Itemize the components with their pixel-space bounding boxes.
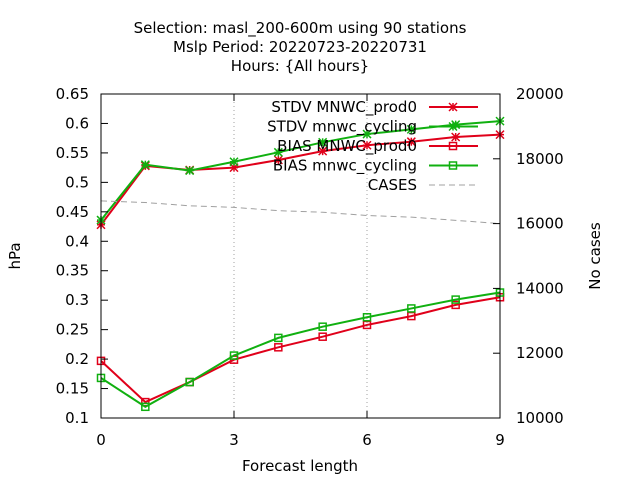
data-point-star: [362, 129, 372, 139]
data-point-square: [274, 343, 283, 352]
y2-tick-label: 10000: [516, 409, 564, 427]
y-tick-label: 0.5: [65, 173, 89, 191]
data-point-square: [229, 351, 239, 360]
data-point-star: [229, 157, 239, 167]
y2-tick-label: 18000: [516, 150, 564, 168]
data-point-star: [448, 102, 458, 112]
axes: 0 3 6 9 0.1 0.15 0.2 0.25 0.3 0.35 0.4 0.45 0.5 0.55 0…: [56, 85, 564, 449]
data-point-square: [318, 322, 327, 331]
data-point-star: [406, 137, 416, 147]
data-point-square: [451, 300, 460, 310]
data-point-star: [273, 155, 283, 165]
x-tick-label: 3: [229, 431, 239, 449]
y-tick-label: 0.4: [65, 232, 89, 250]
data-point-star: [273, 147, 283, 157]
data-point-star: [318, 137, 328, 147]
data-point-square: [362, 313, 372, 322]
data-point-star: [140, 160, 150, 170]
title-line-1: Selection: masl_200-600m using 90 statio…: [134, 19, 467, 38]
x-tick-label: 6: [362, 431, 372, 449]
data-point-star: [318, 146, 328, 156]
data-point-square: [451, 295, 460, 304]
data-point-star: [451, 132, 461, 142]
data-point-star: [185, 166, 195, 176]
y-tick-label: 0.3: [65, 291, 89, 309]
legend-label: STDV MNWC_prod0: [271, 98, 417, 117]
y-axis-label: hPa: [6, 242, 24, 269]
data-point-star: [406, 124, 416, 134]
title-line-2: Mslp Period: 20220723-20220731: [173, 38, 427, 56]
data-point-star: [362, 140, 372, 150]
y2-tick-label: 14000: [516, 279, 564, 297]
data-point-square: [274, 333, 283, 343]
x-tick-label: 9: [495, 431, 505, 449]
x-axis-label: Forecast length: [242, 457, 358, 475]
data-point-star: [448, 121, 458, 132]
data-point-square: [448, 161, 458, 170]
y2-axis-label: No cases: [586, 222, 604, 290]
data-point-square: [407, 304, 416, 313]
series-line-3: [100, 291, 501, 408]
y-tick-label: 0.55: [56, 144, 89, 162]
legend-label: BIAS MNWC_prod0: [277, 137, 417, 156]
legend-label: CASES: [368, 176, 417, 194]
data-point-square: [318, 332, 327, 341]
series-line-2: [100, 296, 501, 404]
series-line-4: [100, 200, 501, 225]
y-tick-label: 0.1: [65, 409, 89, 427]
y-tick-label: 0.25: [56, 321, 89, 339]
y-tick-label: 0.45: [56, 203, 89, 221]
y-tick-label: 0.6: [65, 114, 89, 132]
y-tick-label: 0.2: [65, 350, 89, 368]
y-tick-label: 0.65: [56, 85, 89, 103]
y2-tick-label: 20000: [516, 85, 564, 103]
data-point-square: [141, 397, 150, 407]
x-tick-label: 0: [96, 431, 106, 449]
legend-label: STDV mnwc_cycling: [267, 118, 417, 137]
y2-tick-label: 16000: [516, 215, 564, 233]
y-tick-label: 0.35: [56, 262, 89, 280]
data-point-square: [448, 141, 458, 151]
y-tick-label: 0.15: [56, 380, 89, 398]
title-line-3: Hours: {All hours}: [231, 57, 369, 75]
chart-title: Selection: masl_200-600m using 90 statio…: [134, 19, 467, 75]
data-point-square: [185, 377, 194, 387]
legend-label: BIAS mnwc_cycling: [273, 157, 417, 176]
data-point-square: [141, 402, 150, 412]
plot-frame: [100, 93, 501, 419]
y2-tick-label: 12000: [516, 344, 564, 362]
